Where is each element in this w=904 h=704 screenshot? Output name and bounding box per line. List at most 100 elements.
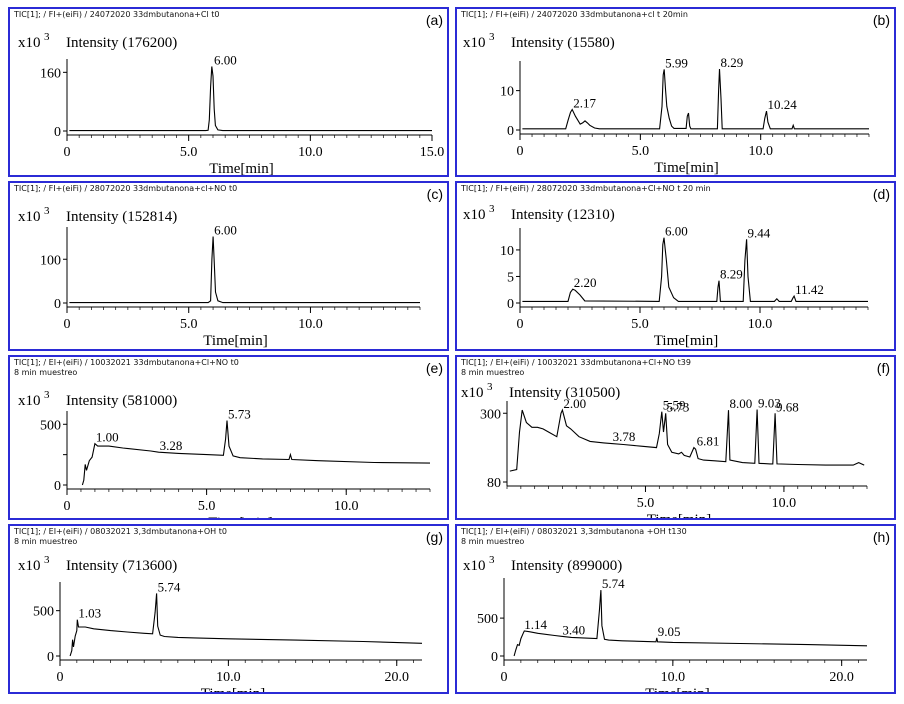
peak-label: 5.73 <box>228 407 251 422</box>
x-tick-label: 20.0 <box>829 670 854 685</box>
panel-tag: (a) <box>425 12 443 28</box>
x-axis-label: Time[min] <box>208 515 272 518</box>
x-tick-label: 5.0 <box>180 317 198 332</box>
x-tick-label: 0 <box>517 144 524 159</box>
x-tick-label: 0 <box>501 670 508 685</box>
peak-label: 9.68 <box>776 399 799 414</box>
x-tick-label: 10.0 <box>748 144 773 159</box>
x-axis-label: Time[min] <box>201 686 265 692</box>
y-tick-label: 0 <box>491 650 498 665</box>
tic-trace <box>509 408 865 472</box>
x-axis-label: Time[min] <box>654 160 718 175</box>
y-tick-label: 5 <box>507 270 514 285</box>
panel-tag: (d) <box>872 186 890 202</box>
y-tick-label: 80 <box>487 476 501 491</box>
y-tick-label: 100 <box>40 253 61 268</box>
panel-subheader: 8 min muestreo <box>461 368 525 377</box>
peak-label: 2.17 <box>573 96 596 111</box>
x-tick-label: 0 <box>57 670 64 685</box>
peak-label: 6.00 <box>214 52 237 67</box>
scale-exponent: 3 <box>489 31 495 43</box>
x-tick-label: 5.0 <box>637 496 655 511</box>
tic-trace <box>69 236 420 304</box>
y-tick-label: 0 <box>54 125 61 140</box>
scale-label: x10 <box>461 385 484 401</box>
y-tick-label: 500 <box>40 418 61 433</box>
x-tick-label: 5.0 <box>631 317 649 332</box>
scale-exponent: 3 <box>44 205 50 217</box>
panel-subheader: 8 min muestreo <box>14 368 78 377</box>
peak-label: 9.03 <box>758 396 781 411</box>
peak-label: 3.40 <box>562 622 585 637</box>
panel-e: TIC[1]; / EI+(eiFi) / 10032021 33dmbutan… <box>8 355 449 520</box>
intensity-label: Intensity (152814) <box>66 209 177 225</box>
peak-label: 1.00 <box>96 430 119 445</box>
panel-c: TIC[1]; / FI+(eiFi) / 28072020 33dmbutan… <box>8 181 449 351</box>
panel-d: TIC[1]; / FI+(eiFi) / 28072020 33dmbutan… <box>455 181 896 351</box>
panel-header: TIC[1]; / FI+(eiFi) / 28072020 33dmbutan… <box>461 184 711 193</box>
y-tick-label: 500 <box>33 605 54 620</box>
x-tick-label: 10.0 <box>661 670 686 685</box>
scale-exponent: 3 <box>489 203 495 215</box>
peak-label: 11.42 <box>795 282 824 297</box>
tic-trace <box>69 66 432 132</box>
peak-label: 1.03 <box>78 606 101 621</box>
panel-header: TIC[1]; / EI+(eiFi) / 08032021 3,3dmbuta… <box>14 527 227 536</box>
intensity-label: Intensity (310500) <box>509 385 620 401</box>
peak-label: 3.28 <box>160 438 183 453</box>
scale-label: x10 <box>463 558 486 574</box>
y-tick-label: 500 <box>477 612 498 627</box>
peak-label: 9.44 <box>748 225 771 240</box>
scale-label: x10 <box>18 209 41 225</box>
panel-tag: (g) <box>425 529 443 545</box>
tic-trace <box>522 68 869 130</box>
x-tick-label: 10.0 <box>748 317 773 332</box>
peak-label: 6.00 <box>214 223 237 238</box>
peak-label: 5.74 <box>158 579 181 594</box>
panel-header: TIC[1]; / EI+(eiFi) / 10032021 33dmbutan… <box>14 358 239 367</box>
x-tick-label: 5.0 <box>198 499 216 514</box>
y-tick-label: 300 <box>480 407 501 422</box>
scale-exponent: 3 <box>44 554 50 566</box>
panel-tag: (c) <box>426 186 443 202</box>
panel-tag: (h) <box>872 529 890 545</box>
scale-label: x10 <box>463 35 486 51</box>
panel-header: TIC[1]; / FI+(eiFi) / 24072020 33dmbutan… <box>14 10 220 19</box>
tic-trace <box>69 593 423 657</box>
x-tick-label: 0 <box>64 317 71 332</box>
tic-trace <box>81 420 431 486</box>
peak-label: 2.00 <box>563 396 586 411</box>
peak-label: 5.73 <box>667 399 690 414</box>
x-tick-label: 0 <box>517 317 524 332</box>
peak-label: 2.20 <box>574 275 597 290</box>
x-tick-label: 5.0 <box>180 145 198 160</box>
panel-header: TIC[1]; / EI+(eiFi) / 10032021 33dmbutan… <box>461 358 691 367</box>
panel-header: TIC[1]; / FI+(eiFi) / 24072020 33dmbutan… <box>461 10 688 19</box>
panel-tag: (e) <box>425 360 443 376</box>
scale-exponent: 3 <box>489 554 495 566</box>
x-tick-label: 0 <box>64 145 71 160</box>
peak-label: 5.59 <box>663 398 686 413</box>
chromatogram-svg: x10 3 Intensity (15580) 0 10 0 5.0 10.0 Time[min… <box>463 31 870 175</box>
y-tick-label: 10 <box>500 85 514 100</box>
x-tick-label: 15.0 <box>420 145 445 160</box>
y-tick-label: 0 <box>507 124 514 139</box>
y-tick-label: 0 <box>507 297 514 312</box>
x-tick-label: 10.0 <box>216 670 241 685</box>
y-tick-label: 0 <box>54 297 61 312</box>
chromatogram-svg: x10 3 Intensity (152814) 0 100 0 5.0 10.0 Time[m… <box>18 205 421 349</box>
peak-label: 6.81 <box>697 434 720 449</box>
x-tick-label: 10.0 <box>298 317 323 332</box>
panel-h: TIC[1]; / EI+(eiFi) / 08032021 3,3dmbuta… <box>455 524 896 694</box>
panel-header: TIC[1]; / FI+(eiFi) / 28072020 33dmbutan… <box>14 184 238 193</box>
scale-exponent: 3 <box>487 381 493 393</box>
peak-label: 10.24 <box>767 97 797 112</box>
intensity-label: Intensity (899000) <box>511 558 622 574</box>
x-tick-label: 0 <box>64 499 71 514</box>
x-tick-label: 10.0 <box>772 496 797 511</box>
x-axis-label: Time[min] <box>647 512 711 518</box>
peak-label: 3.78 <box>613 429 636 444</box>
